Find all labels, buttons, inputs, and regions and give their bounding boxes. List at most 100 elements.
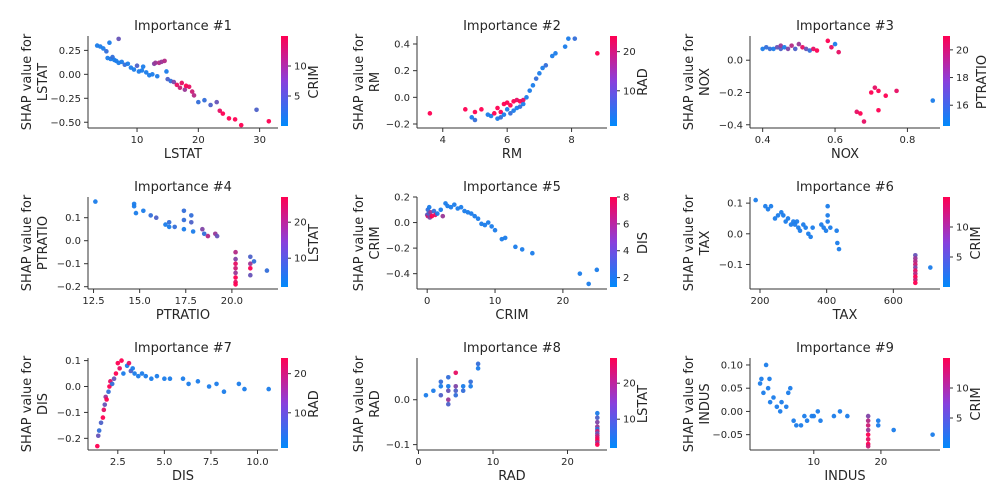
data-point bbox=[845, 413, 850, 419]
data-point bbox=[167, 376, 173, 382]
data-point bbox=[777, 409, 783, 414]
data-point bbox=[133, 210, 139, 216]
data-point bbox=[201, 231, 207, 237]
data-point bbox=[495, 105, 500, 111]
data-point bbox=[162, 58, 167, 64]
data-point bbox=[485, 220, 491, 225]
data-point bbox=[765, 385, 771, 391]
data-point bbox=[768, 203, 774, 209]
data-point bbox=[172, 224, 177, 230]
data-point bbox=[438, 207, 444, 213]
data-point bbox=[468, 383, 473, 389]
data-point bbox=[527, 88, 533, 93]
data-point bbox=[162, 376, 167, 382]
data-point bbox=[787, 385, 793, 391]
data-point bbox=[814, 48, 820, 53]
data-point bbox=[115, 360, 121, 366]
data-point bbox=[445, 383, 451, 389]
data-point bbox=[572, 36, 578, 41]
data-point bbox=[875, 418, 881, 424]
subplot-4: Importance #4 12.5 15.0 17.5 20.0 −0.2 −0.1 0.0… bbox=[20, 180, 322, 323]
y-tick-label: 0.1 bbox=[65, 356, 81, 367]
y-axis-label: SHAP value forLSTAT bbox=[20, 33, 51, 130]
subplot-title: Importance #1 bbox=[134, 19, 232, 34]
data-point bbox=[126, 360, 132, 366]
data-point bbox=[238, 122, 244, 128]
y-axis-label-line: SHAP value for bbox=[20, 33, 35, 130]
data-point bbox=[501, 112, 507, 117]
data-point bbox=[104, 49, 109, 54]
y-axis-label: SHAP value forCRIM bbox=[352, 194, 383, 291]
colorbar-tick-label: 10 bbox=[956, 223, 969, 234]
data-point bbox=[186, 84, 192, 90]
colorbar bbox=[943, 36, 950, 126]
data-point bbox=[504, 107, 510, 112]
data-point bbox=[825, 213, 830, 218]
data-point bbox=[117, 366, 122, 371]
colorbar bbox=[281, 197, 288, 287]
data-point bbox=[807, 48, 813, 53]
data-point bbox=[134, 63, 140, 69]
x-tick-label: 200 bbox=[750, 296, 769, 307]
data-point bbox=[792, 46, 798, 52]
data-point bbox=[825, 38, 831, 44]
data-point bbox=[488, 113, 494, 119]
data-point bbox=[445, 397, 451, 403]
data-point bbox=[186, 381, 191, 387]
data-point bbox=[519, 247, 525, 252]
data-point bbox=[772, 216, 778, 221]
data-point bbox=[104, 397, 109, 402]
data-point bbox=[508, 103, 513, 108]
y-tick-label: −0.2 bbox=[386, 244, 410, 255]
data-point bbox=[107, 40, 112, 46]
data-point bbox=[101, 407, 107, 413]
data-point bbox=[453, 388, 459, 394]
x-tick-label: 20 bbox=[875, 457, 888, 468]
data-point bbox=[181, 226, 187, 232]
x-tick-label: 8 bbox=[568, 135, 574, 146]
data-point bbox=[102, 402, 108, 407]
data-point bbox=[438, 383, 444, 389]
data-point bbox=[504, 100, 510, 105]
data-point bbox=[865, 413, 871, 419]
data-point bbox=[221, 389, 227, 394]
data-point bbox=[549, 53, 555, 59]
data-point bbox=[132, 371, 137, 376]
data-point bbox=[181, 217, 187, 223]
y-axis-label-line: SHAP value for bbox=[352, 33, 367, 130]
data-point bbox=[463, 107, 468, 112]
colorbar-tick-label: 20 bbox=[294, 369, 307, 380]
data-point bbox=[130, 366, 136, 371]
x-tick-label: 600 bbox=[884, 296, 903, 307]
data-point bbox=[479, 107, 484, 112]
data-point bbox=[166, 220, 172, 225]
data-point bbox=[233, 261, 238, 267]
data-point bbox=[865, 418, 871, 424]
colorbar bbox=[281, 36, 288, 126]
data-point bbox=[913, 280, 918, 286]
data-point bbox=[540, 65, 545, 71]
data-point bbox=[189, 220, 194, 225]
colorbar-tick-label: 16 bbox=[956, 101, 969, 112]
data-point bbox=[140, 64, 146, 69]
y-tick-label: 0.4 bbox=[394, 40, 410, 51]
data-point bbox=[791, 418, 796, 424]
data-point bbox=[448, 204, 454, 210]
x-axis-label: LSTAT bbox=[164, 147, 202, 162]
data-point bbox=[248, 261, 253, 267]
data-point bbox=[202, 97, 207, 103]
data-point bbox=[214, 233, 220, 239]
y-tick-label: −0.05 bbox=[712, 430, 743, 441]
data-point bbox=[811, 46, 816, 52]
x-tick-label: 10 bbox=[487, 457, 500, 468]
data-point bbox=[205, 233, 211, 239]
x-tick-label: 15.0 bbox=[129, 296, 151, 307]
data-point bbox=[797, 228, 803, 234]
y-axis-label-line: NOX bbox=[698, 68, 713, 96]
data-point bbox=[508, 111, 513, 116]
data-point bbox=[825, 203, 830, 209]
data-point bbox=[789, 43, 794, 48]
data-point bbox=[139, 371, 145, 376]
data-point bbox=[460, 383, 466, 389]
